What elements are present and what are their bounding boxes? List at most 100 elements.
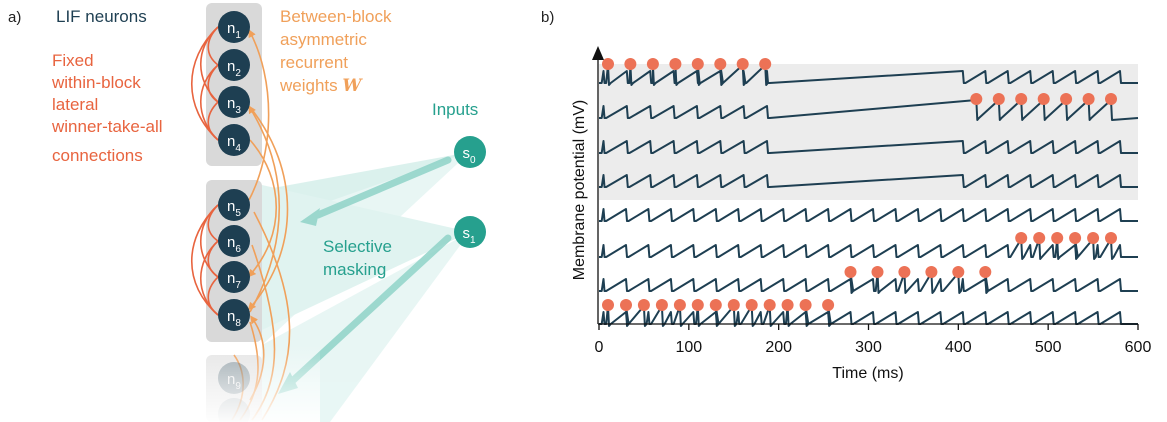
panel-b: b) 0 100 200 300 400 500 600 Time (ms) Membran… — [541, 9, 1151, 382]
spike-markers — [602, 58, 1117, 311]
membrane-trace-6 — [599, 238, 1138, 260]
spike-marker — [844, 266, 857, 278]
wta-arcs — [190, 26, 219, 316]
spike-marker — [745, 299, 758, 311]
spike-marker — [1105, 93, 1117, 105]
neuron-n7: n7 — [218, 261, 250, 293]
spike-marker — [1033, 232, 1046, 244]
membrane-trace-2 — [599, 99, 1139, 121]
between-arc — [247, 139, 277, 278]
neuron-n3: n3 — [218, 86, 250, 118]
inputs-title: Inputs — [432, 100, 478, 119]
weights-symbol: W — [342, 76, 363, 96]
spike-marker — [992, 93, 1005, 105]
x-tick-label: 200 — [765, 339, 792, 356]
wta-line-3: lateral — [52, 95, 98, 114]
neuron-label: n3 — [227, 95, 241, 116]
spike-marker — [602, 58, 614, 70]
spike-marker — [637, 299, 650, 311]
wta-caption: Fixed within-block lateral winner-take-a… — [51, 51, 163, 165]
x-ticks: 0 100 200 300 400 500 600 — [595, 324, 1152, 356]
spike-marker — [1082, 93, 1095, 105]
spike-marker — [624, 58, 637, 70]
neuron-label: n1 — [227, 20, 241, 41]
wta-arc — [190, 26, 219, 141]
spike-marker — [1015, 93, 1028, 105]
spike-marker — [736, 58, 749, 70]
input-s1: s1 — [454, 216, 486, 248]
neuron-label: n7 — [227, 270, 241, 291]
spike-marker — [1069, 232, 1082, 244]
spike-marker — [1015, 232, 1028, 244]
wta-arc — [190, 204, 219, 316]
x-tick-label: 100 — [675, 339, 702, 356]
membrane-trace-1 — [599, 64, 1138, 86]
neuron-label: n6 — [227, 234, 241, 255]
masking-line-2: masking — [323, 260, 386, 279]
membrane-trace-5 — [599, 208, 1138, 222]
neuron-circle — [218, 11, 250, 43]
spike-marker — [979, 266, 992, 278]
spike-marker — [822, 299, 835, 311]
y-axis-arrow — [592, 46, 604, 60]
neuron-circle — [218, 261, 250, 293]
spike-marker — [799, 299, 812, 311]
between-line-2: asymmetric — [280, 30, 367, 49]
mask-arrow-s0 — [314, 156, 452, 219]
neuron-circle — [218, 124, 250, 156]
between-line-3: recurrent — [280, 53, 348, 72]
spike-marker — [691, 299, 704, 311]
input-circle — [454, 136, 486, 168]
input-circle — [454, 216, 486, 248]
between-arc — [248, 29, 270, 201]
spike-marker — [602, 299, 614, 311]
between-arc — [247, 106, 289, 311]
spike-marker — [925, 266, 938, 278]
spike-marker — [759, 58, 772, 70]
neuron-label: n2 — [227, 58, 241, 79]
spike-marker — [727, 299, 740, 311]
spike-marker — [1087, 232, 1100, 244]
neuron-n6: n6 — [218, 225, 250, 257]
between-line-4-text: weights — [279, 76, 342, 95]
bottom-fade — [190, 345, 320, 422]
spike-marker — [655, 299, 668, 311]
spike-marker — [620, 299, 632, 311]
x-tick-label: 400 — [945, 339, 972, 356]
neuron-label: n5 — [227, 198, 241, 219]
spike-marker — [952, 266, 965, 278]
membrane-trace-7 — [599, 272, 1138, 294]
wta-line-4: winner-take-all — [51, 117, 163, 136]
neuron-circle — [218, 299, 250, 331]
spike-marker — [1105, 232, 1117, 244]
between-caption: Between-block asymmetric recurrent weigh… — [279, 7, 392, 96]
spike-marker — [691, 58, 704, 70]
spike-marker — [646, 58, 659, 70]
neuron-n1: n1 — [218, 11, 250, 43]
lif-title: LIF neurons — [56, 7, 147, 26]
between-line-1: Between-block — [280, 7, 392, 26]
x-axis-label: Time (ms) — [832, 365, 903, 382]
spike-marker — [781, 299, 794, 311]
x-tick-label: 300 — [855, 339, 882, 356]
neuron-n8: n8 — [218, 299, 250, 331]
spike-marker — [970, 93, 983, 105]
spike-marker — [898, 266, 911, 278]
neuron-circle — [218, 225, 250, 257]
masking-line-1: Selective — [323, 237, 392, 256]
spike-marker — [669, 58, 682, 70]
input-s0: s0 — [454, 136, 486, 168]
mask-arrowhead-s0 — [300, 208, 320, 226]
spike-marker — [714, 58, 727, 70]
neuron-circle — [218, 86, 250, 118]
x-tick-label: 0 — [595, 339, 604, 356]
wta-line-2: within-block — [51, 73, 141, 92]
spike-marker — [763, 299, 776, 311]
panel-b-label: b) — [541, 9, 554, 26]
neuron-label: n4 — [227, 133, 241, 154]
x-tick-label: 600 — [1125, 339, 1152, 356]
neurons: n1 n2 n3 n4 n5 n6 — [190, 11, 320, 422]
between-line-4: weights W — [279, 76, 363, 96]
input-label: s0 — [462, 145, 476, 166]
